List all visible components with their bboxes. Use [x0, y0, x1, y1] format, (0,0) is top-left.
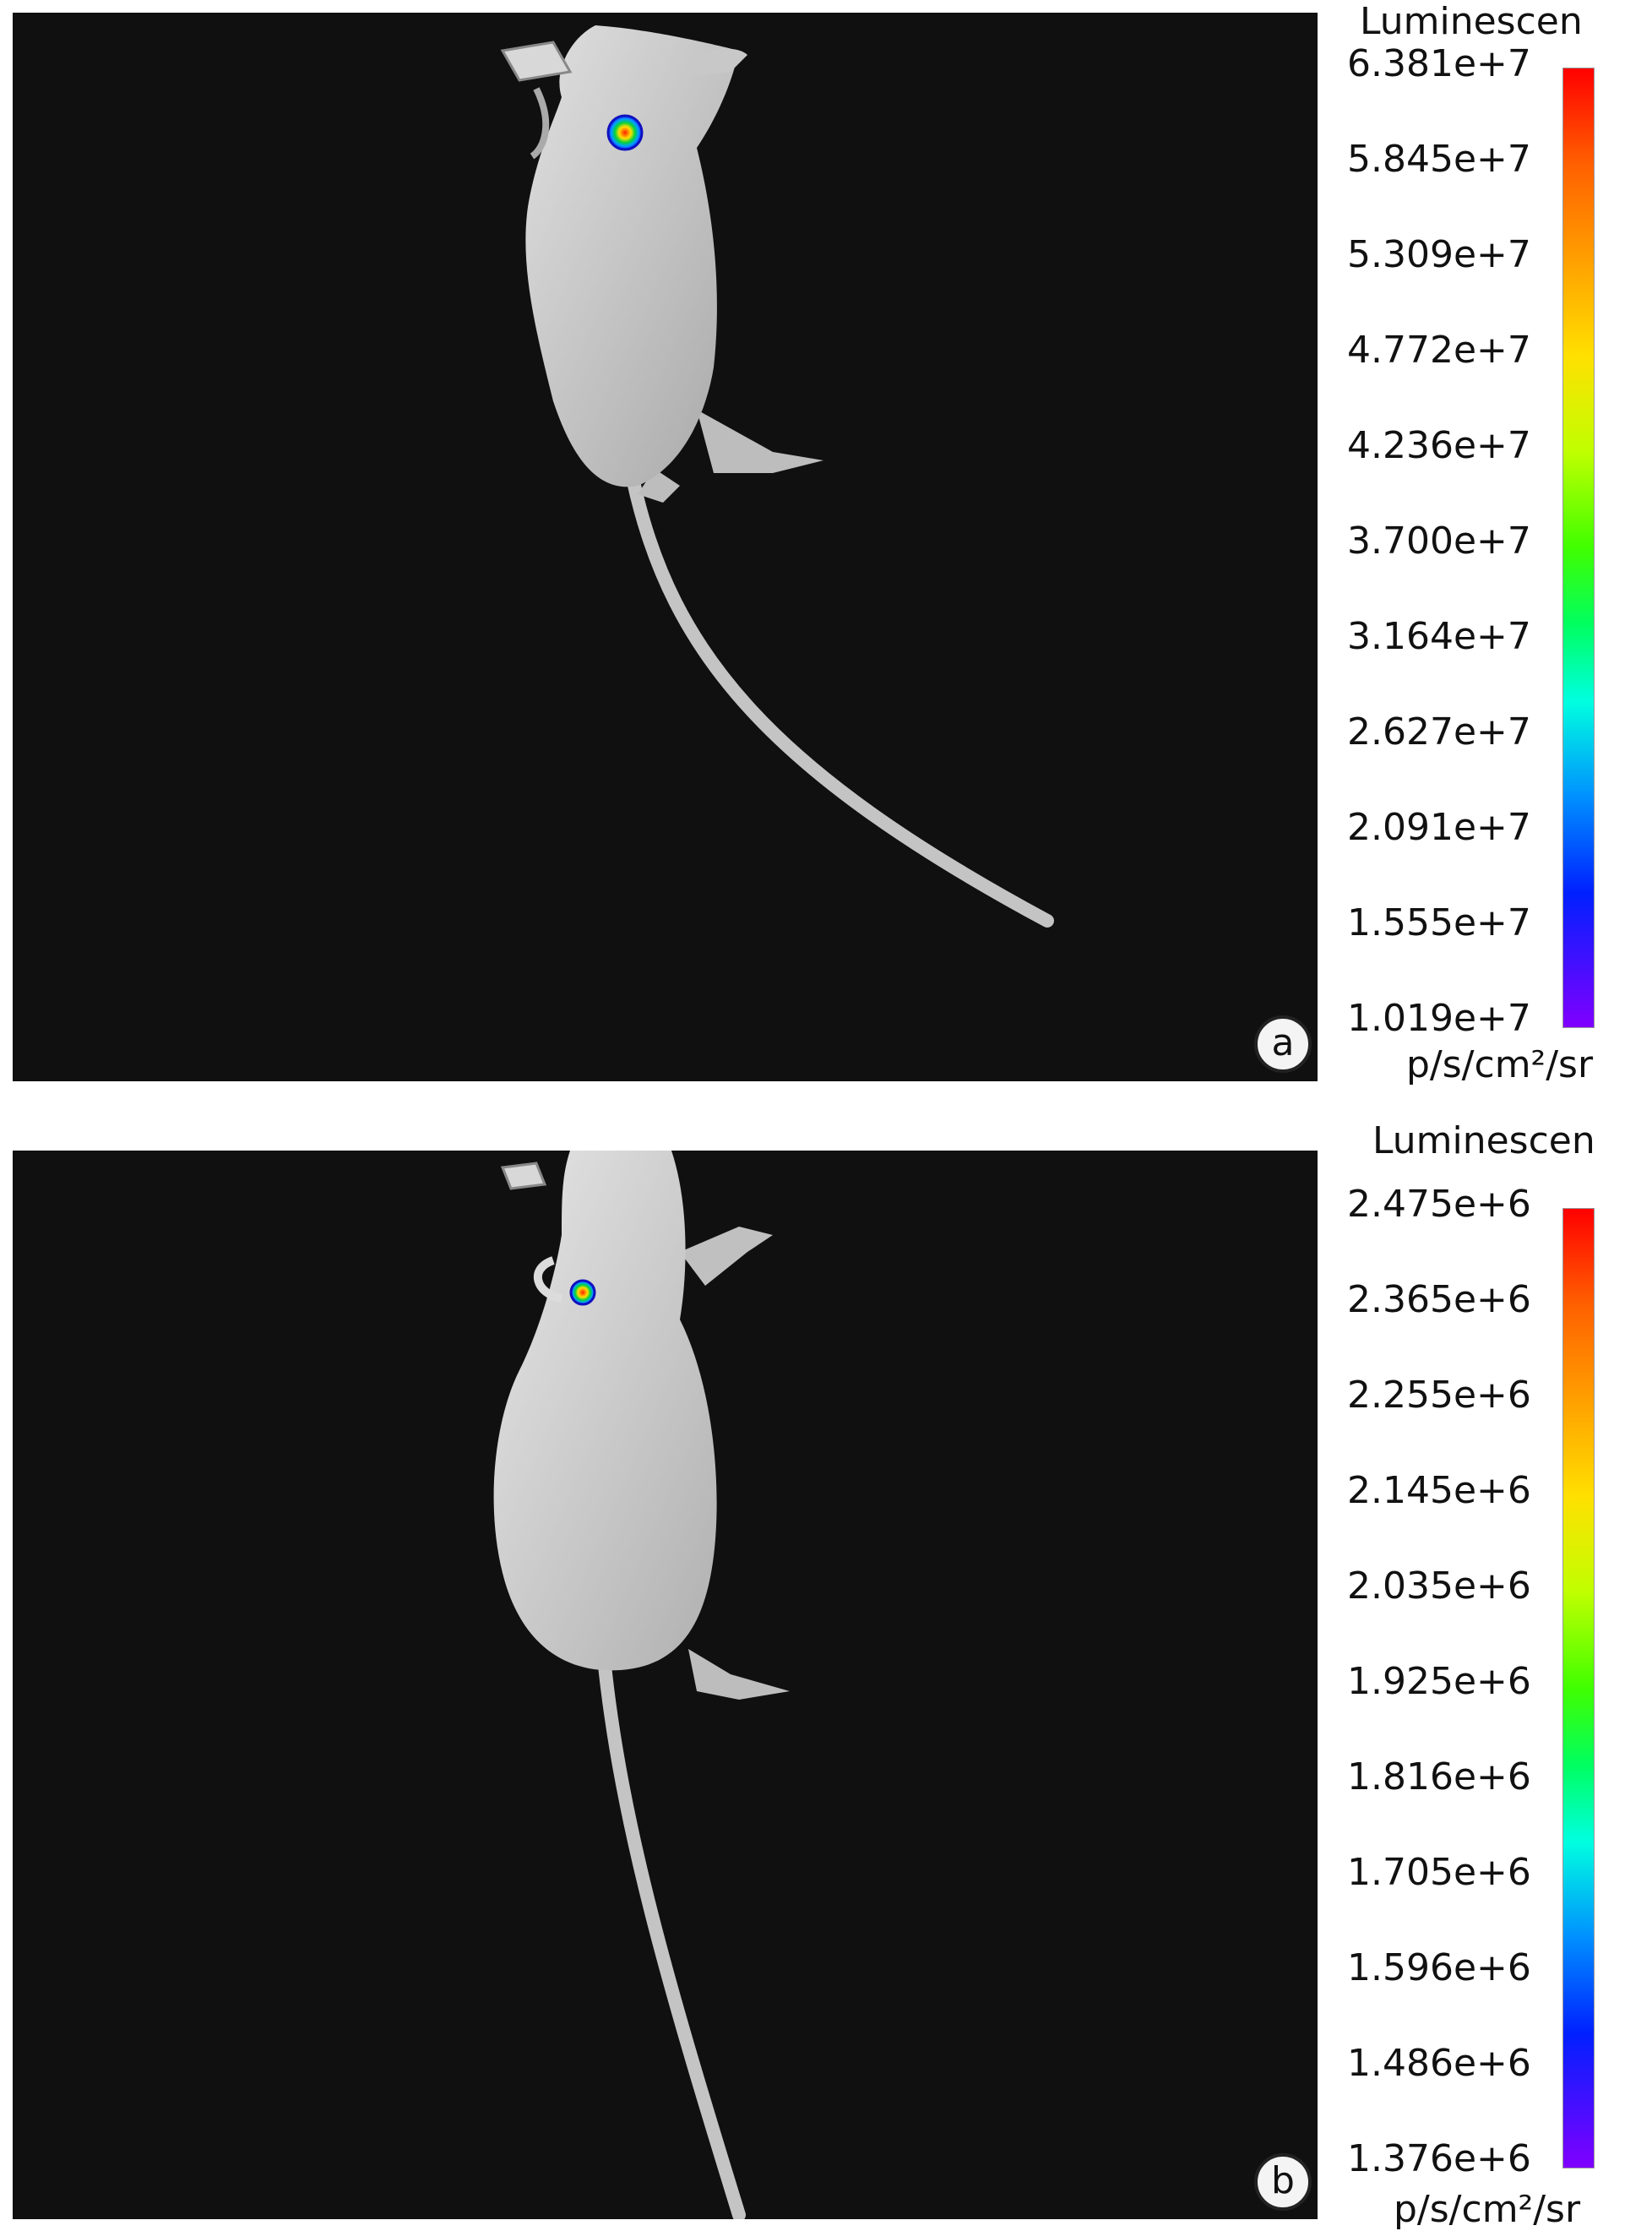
color-scale-bar-b: [1562, 1208, 1595, 2168]
mouse-hind-leg: [688, 1649, 790, 1700]
scale-tick-label: 1.816e+6: [1347, 1755, 1531, 1798]
scale-tick-label: 1.555e+7: [1347, 901, 1531, 944]
scale-tick-label: 4.236e+7: [1347, 424, 1531, 467]
scale-tick-label: 2.475e+6: [1347, 1183, 1531, 1226]
scale-tick-label: 5.309e+7: [1347, 233, 1531, 276]
bioluminescence-image-a: a: [13, 13, 1318, 1081]
scale-unit-b: p/s/cm²/sr: [1394, 2188, 1581, 2231]
scale-tick-label: 1.376e+6: [1347, 2137, 1531, 2180]
mouse-body: [493, 1151, 717, 1671]
scale-tick-label: 2.091e+7: [1347, 806, 1531, 849]
mouse-tail: [627, 475, 1054, 928]
luminescence-spot: [569, 1279, 596, 1306]
luminescence-spot: [606, 114, 644, 151]
ear-tag: [500, 1162, 547, 1190]
scale-tick-label: 2.627e+7: [1347, 710, 1531, 754]
bioluminescence-image-b: b: [13, 1151, 1318, 2219]
scale-title-a: Luminescen: [1360, 0, 1583, 43]
scale-tick-label: 1.019e+7: [1347, 997, 1531, 1040]
mouse-image-b: [493, 1151, 790, 2219]
scale-tick-label: 3.164e+7: [1347, 615, 1531, 658]
scale-tick-label: 2.365e+6: [1347, 1278, 1531, 1321]
scale-tick-label: 2.255e+6: [1347, 1374, 1531, 1417]
panel-label-a: a: [1254, 1015, 1312, 1073]
scale-title-b: Luminescen: [1372, 1119, 1595, 1162]
mouse-hind-leg: [697, 410, 823, 473]
mouse-tail: [597, 1651, 746, 2219]
scale-tick-label: 1.486e+6: [1347, 2042, 1531, 2085]
mouse-body: [525, 25, 739, 487]
panel-label-b: b: [1254, 2153, 1312, 2211]
ear-tag: [500, 41, 573, 82]
scale-tick-label: 4.772e+7: [1347, 329, 1531, 372]
scale-tick-label: 6.381e+7: [1347, 42, 1531, 85]
mouse-ear: [533, 1256, 563, 1303]
scale-tick-label: 1.705e+6: [1347, 1851, 1531, 1894]
scale-tick-label: 1.596e+6: [1347, 1946, 1531, 1989]
scale-tick-label: 2.035e+6: [1347, 1564, 1531, 1608]
scale-tick-label: 5.845e+7: [1347, 138, 1531, 181]
scale-tick-label: 2.145e+6: [1347, 1469, 1531, 1512]
scale-tick-label: 3.700e+7: [1347, 520, 1531, 563]
color-scale-bar-a: [1562, 68, 1595, 1028]
scale-tick-label: 1.925e+6: [1347, 1660, 1531, 1703]
scale-unit-a: p/s/cm²/sr: [1406, 1043, 1594, 1086]
mouse-image-a: [500, 25, 1054, 928]
